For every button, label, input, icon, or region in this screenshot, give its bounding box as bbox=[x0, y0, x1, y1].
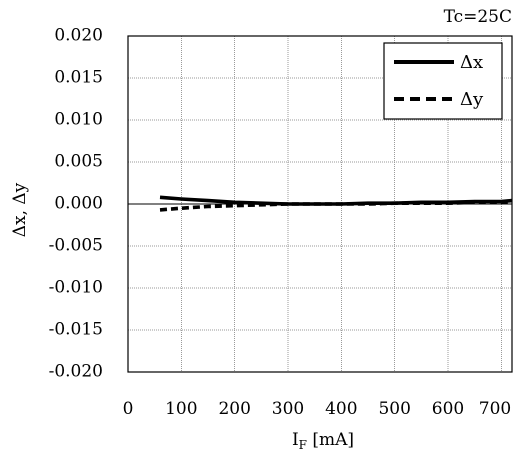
y-tick-label: -0.010 bbox=[49, 278, 103, 298]
x-tick-label: 500 bbox=[378, 399, 410, 419]
y-tick-label: -0.005 bbox=[49, 236, 103, 256]
y-tick-label: 0.015 bbox=[54, 68, 103, 88]
x-tick-labels: 0 100 200 300 400 500 600 700 bbox=[123, 399, 512, 419]
x-axis-label-main: I bbox=[292, 430, 299, 450]
legend: Δx Δy bbox=[383, 42, 503, 120]
x-tick-label: 700 bbox=[479, 399, 511, 419]
x-tick-label: 300 bbox=[272, 399, 304, 419]
y-axis-label: Δx, Δy bbox=[10, 182, 30, 237]
y-tick-label: -0.015 bbox=[49, 320, 103, 340]
legend-box bbox=[383, 42, 503, 120]
condition-annotation: Tc=25C bbox=[444, 7, 512, 27]
series-line-dy bbox=[159, 200, 512, 212]
x-axis-label-subscript: F bbox=[299, 438, 307, 452]
legend-label-dx: Δx bbox=[460, 52, 483, 73]
y-tick-label: -0.020 bbox=[49, 362, 103, 382]
y-tick-labels: 0.020 0.015 0.010 0.005 0.000 -0.005 -0.010 -0.… bbox=[49, 26, 103, 382]
x-axis-label-unit: [mA] bbox=[307, 430, 354, 450]
x-tick-label: 400 bbox=[325, 399, 357, 419]
legend-label-dy: Δy bbox=[460, 89, 484, 110]
y-tick-label: 0.010 bbox=[54, 110, 103, 130]
x-tick-label: 100 bbox=[165, 399, 197, 419]
y-tick-label: 0.005 bbox=[54, 152, 103, 172]
y-tick-label: 0.020 bbox=[54, 26, 103, 46]
y-tick-label: 0.000 bbox=[54, 194, 103, 214]
x-tick-label: 200 bbox=[218, 399, 250, 419]
x-tick-label: 0 bbox=[123, 399, 134, 419]
x-tick-label: 600 bbox=[432, 399, 464, 419]
x-axis-label: IF [mA] bbox=[292, 430, 354, 452]
